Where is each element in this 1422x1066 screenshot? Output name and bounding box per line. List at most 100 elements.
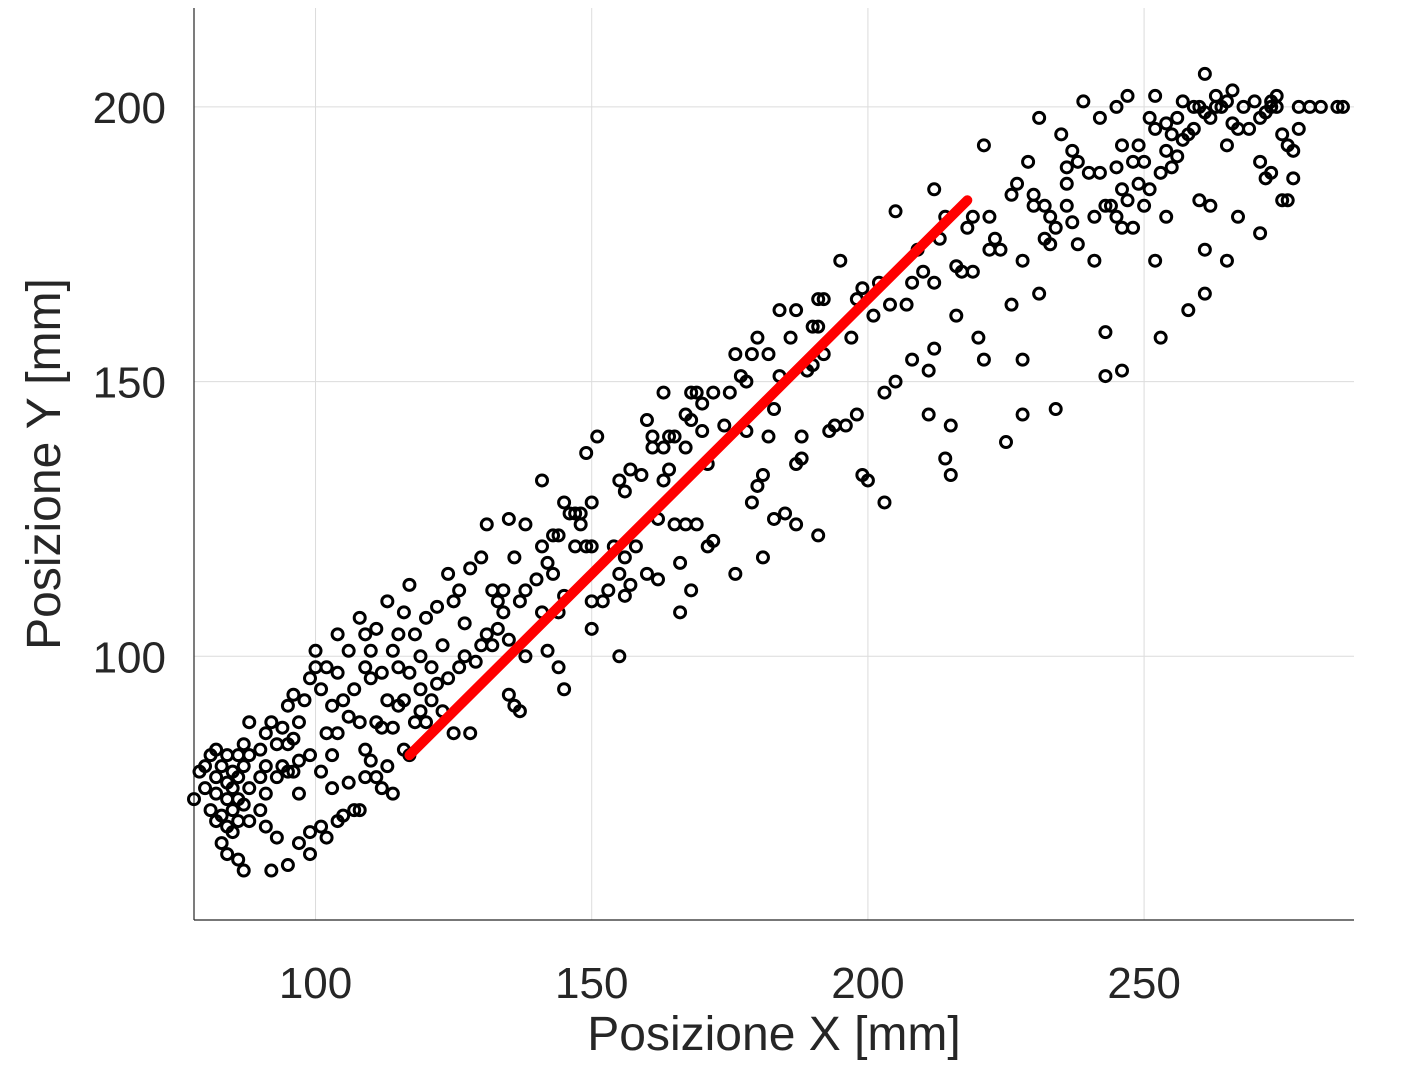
- data-point: [1280, 193, 1295, 208]
- data-point: [645, 429, 660, 444]
- data-point: [1186, 99, 1201, 114]
- data-point: [844, 330, 859, 345]
- data-point: [291, 715, 306, 730]
- data-point: [1219, 253, 1234, 268]
- data-point: [662, 462, 677, 477]
- data-point: [402, 665, 417, 680]
- data-point: [512, 704, 527, 719]
- data-point: [1054, 127, 1069, 142]
- data-point: [1126, 154, 1141, 169]
- data-point: [744, 495, 759, 510]
- data-point: [987, 231, 1002, 246]
- data-point: [976, 352, 991, 367]
- data-point: [673, 555, 688, 570]
- data-point: [1219, 138, 1234, 153]
- data-point: [965, 209, 980, 224]
- data-point: [242, 715, 257, 730]
- data-point: [501, 687, 516, 702]
- data-point: [518, 583, 533, 598]
- data-point: [739, 374, 754, 389]
- data-point: [1103, 198, 1118, 213]
- data-point: [1286, 143, 1301, 158]
- data-point: [905, 275, 920, 290]
- data-point: [231, 852, 246, 867]
- data-point: [617, 588, 632, 603]
- data-point: [1010, 176, 1025, 191]
- data-point: [623, 462, 638, 477]
- data-point: [1313, 99, 1328, 114]
- data-point: [1120, 88, 1135, 103]
- data-point: [391, 660, 406, 675]
- data-point: [1026, 187, 1041, 202]
- data-point: [280, 698, 295, 713]
- data-point: [280, 858, 295, 873]
- data-point: [198, 759, 213, 774]
- data-point: [535, 473, 549, 488]
- data-point: [269, 770, 284, 785]
- data-point: [706, 385, 721, 400]
- data-point: [1159, 143, 1174, 158]
- data-point: [314, 819, 329, 834]
- data-point: [374, 665, 389, 680]
- data-point: [1059, 198, 1074, 213]
- data-point: [1115, 220, 1129, 235]
- data-point: [419, 610, 433, 625]
- data-point: [584, 539, 599, 554]
- data-point: [767, 402, 781, 417]
- data-point: [816, 292, 831, 307]
- data-point: [258, 819, 273, 834]
- data-point: [330, 726, 345, 741]
- data-point: [767, 511, 781, 526]
- data-point: [838, 418, 853, 433]
- data-point: [1021, 154, 1036, 169]
- data-point: [396, 605, 411, 620]
- data-point: [584, 495, 599, 510]
- data-point: [927, 275, 942, 290]
- data-point: [286, 731, 301, 746]
- data-point: [352, 715, 367, 730]
- data-point: [430, 676, 445, 691]
- data-point: [628, 539, 643, 554]
- data-point: [1070, 154, 1085, 169]
- data-point: [877, 385, 892, 400]
- data-point: [463, 561, 478, 576]
- data-point: [209, 770, 224, 785]
- data-point: [1131, 176, 1146, 191]
- data-point: [1098, 369, 1113, 384]
- data-point: [943, 418, 958, 433]
- data-point: [811, 528, 826, 543]
- data-point: [325, 781, 340, 796]
- data-point: [396, 693, 411, 708]
- data-point: [1087, 209, 1102, 224]
- data-point: [1148, 88, 1163, 103]
- data-point: [1275, 193, 1290, 208]
- data-point: [1070, 237, 1085, 252]
- data-point: [1148, 121, 1163, 136]
- data-point: [557, 682, 572, 697]
- data-point: [1059, 160, 1074, 175]
- data-point: [253, 742, 268, 757]
- data-point: [358, 742, 373, 757]
- data-point: [336, 693, 351, 708]
- data-point: [330, 627, 345, 642]
- data-point: [452, 583, 467, 598]
- data-point: [1197, 286, 1212, 301]
- data-point: [1087, 253, 1102, 268]
- data-point: [1059, 176, 1074, 191]
- data-point: [446, 726, 461, 741]
- data-point: [1219, 94, 1234, 109]
- data-point: [258, 759, 273, 774]
- data-point: [1004, 187, 1019, 202]
- data-point: [363, 671, 378, 686]
- data-point: [999, 435, 1013, 450]
- data-point: [1032, 286, 1047, 301]
- data-point: [269, 737, 284, 752]
- data-point: [214, 808, 229, 823]
- data-point: [1131, 138, 1146, 153]
- data-point: [1015, 407, 1030, 422]
- data-point: [623, 577, 638, 592]
- data-point: [258, 786, 273, 801]
- data-point: [1043, 237, 1058, 252]
- data-point: [546, 528, 561, 543]
- data-point: [744, 347, 759, 362]
